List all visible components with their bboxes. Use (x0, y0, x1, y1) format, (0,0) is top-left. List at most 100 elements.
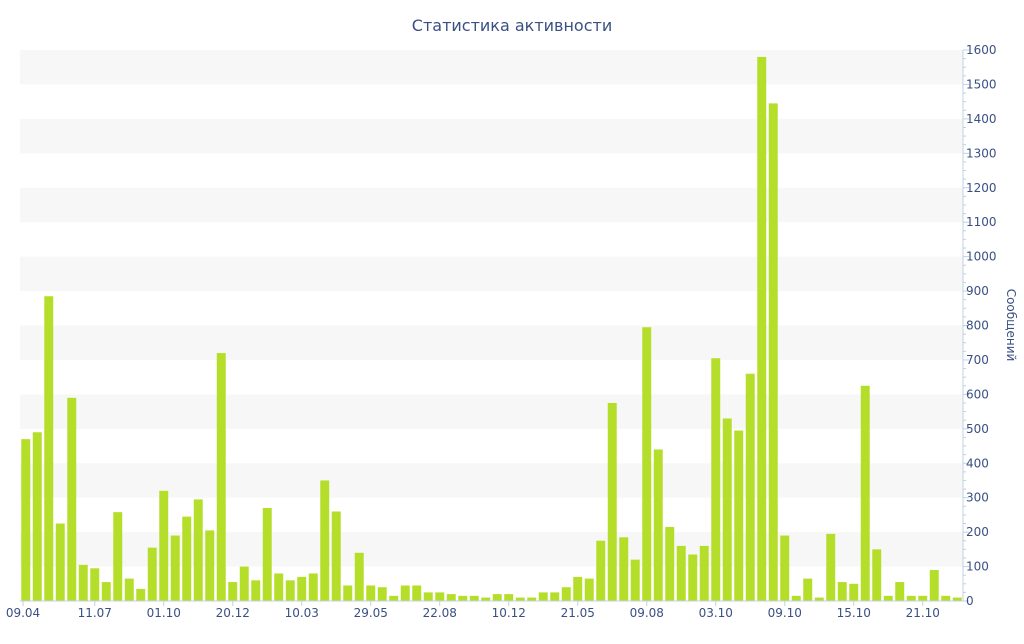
bar[interactable] (561, 587, 571, 601)
bar[interactable] (596, 540, 606, 601)
bar[interactable] (941, 595, 951, 601)
bar[interactable] (285, 580, 295, 601)
bar[interactable] (791, 595, 801, 601)
bar[interactable] (320, 480, 330, 601)
bar[interactable] (653, 449, 663, 601)
bar[interactable] (90, 568, 100, 601)
bar[interactable] (331, 511, 341, 601)
bar[interactable] (573, 576, 583, 601)
bar[interactable] (182, 516, 192, 601)
x-tick-label: 21.05 (561, 606, 595, 620)
bar[interactable] (722, 418, 732, 601)
bar[interactable] (308, 573, 318, 601)
bar[interactable] (849, 583, 859, 601)
x-tick-label: 01.10 (147, 606, 181, 620)
bar[interactable] (400, 585, 410, 602)
bar[interactable] (262, 508, 272, 601)
bar[interactable] (239, 566, 249, 601)
bar[interactable] (297, 576, 307, 601)
y-tick-label: 0 (966, 594, 974, 608)
bar[interactable] (216, 353, 226, 601)
bar[interactable] (584, 578, 594, 601)
bar[interactable] (630, 559, 640, 601)
chart-title: Статистика активности (412, 16, 612, 35)
bar[interactable] (688, 554, 698, 601)
bar[interactable] (412, 585, 422, 602)
x-tick-label: 22.08 (423, 606, 457, 620)
grid-band (20, 50, 963, 85)
bar[interactable] (895, 582, 905, 601)
bar[interactable] (676, 545, 686, 601)
bar[interactable] (377, 587, 387, 601)
bar[interactable] (883, 595, 893, 601)
y-tick-label: 700 (966, 353, 989, 367)
bar[interactable] (757, 56, 767, 601)
bar[interactable] (665, 526, 675, 601)
bar[interactable] (193, 499, 203, 601)
bar[interactable] (423, 592, 433, 601)
bar[interactable] (711, 358, 721, 601)
bar[interactable] (481, 597, 491, 601)
bar[interactable] (124, 578, 134, 601)
bar[interactable] (170, 535, 180, 601)
y-tick-label: 300 (966, 491, 989, 505)
bar[interactable] (354, 552, 364, 601)
bar[interactable] (113, 512, 123, 601)
bar[interactable] (251, 580, 261, 601)
bar[interactable] (32, 432, 42, 601)
y-axis-title: Сообщений (1004, 289, 1018, 362)
bar[interactable] (366, 585, 376, 602)
bar[interactable] (527, 597, 537, 601)
grid-band (20, 118, 963, 154)
bar[interactable] (435, 592, 445, 601)
bar[interactable] (515, 597, 525, 601)
bar[interactable] (446, 594, 456, 601)
bar[interactable] (826, 533, 836, 601)
bar[interactable] (607, 402, 617, 601)
bar[interactable] (44, 296, 54, 601)
bar[interactable] (274, 573, 284, 601)
bar[interactable] (872, 549, 882, 601)
bar[interactable] (21, 439, 31, 601)
bar[interactable] (159, 490, 169, 601)
bar[interactable] (101, 582, 111, 601)
bar[interactable] (469, 595, 479, 601)
bar[interactable] (918, 595, 928, 601)
bar[interactable] (205, 530, 215, 601)
bar[interactable] (538, 592, 548, 601)
bar[interactable] (814, 597, 824, 601)
bar[interactable] (768, 103, 778, 601)
bar[interactable] (550, 592, 560, 601)
bar[interactable] (492, 594, 502, 601)
bar[interactable] (147, 547, 157, 601)
bar[interactable] (860, 385, 870, 601)
y-tick-label: 200 (966, 525, 989, 539)
x-tick-label: 10.03 (285, 606, 319, 620)
bar[interactable] (55, 523, 65, 601)
bar[interactable] (458, 595, 468, 601)
bar[interactable] (619, 537, 629, 601)
y-tick-label: 1400 (966, 112, 997, 126)
bar[interactable] (642, 327, 652, 601)
bar[interactable] (780, 535, 790, 601)
y-tick-label: 1000 (966, 250, 997, 264)
bar[interactable] (343, 585, 353, 602)
bar[interactable] (699, 545, 709, 601)
x-tick-label: 09.10 (768, 606, 802, 620)
bar[interactable] (78, 564, 88, 601)
bar[interactable] (228, 582, 238, 601)
bar[interactable] (906, 595, 916, 601)
bar[interactable] (389, 595, 399, 601)
bar-series (21, 56, 962, 602)
bar[interactable] (504, 594, 514, 601)
bar[interactable] (745, 373, 755, 601)
bar[interactable] (803, 578, 813, 601)
x-tick-label: 03.10 (699, 606, 733, 620)
bar[interactable] (952, 597, 962, 601)
y-tick-label: 1500 (966, 77, 997, 91)
bar[interactable] (734, 430, 744, 601)
bar[interactable] (837, 582, 847, 601)
bar[interactable] (929, 570, 939, 601)
bar[interactable] (136, 588, 146, 601)
bar[interactable] (67, 397, 77, 601)
